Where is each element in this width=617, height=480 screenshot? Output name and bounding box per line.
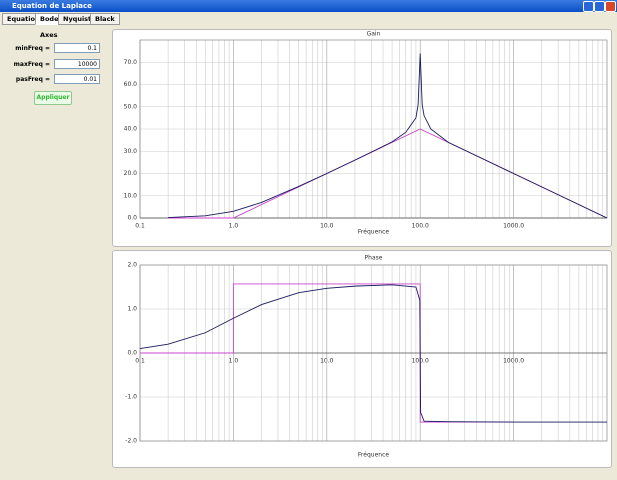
- maximize-button[interactable]: [594, 1, 605, 12]
- y-tick-label: 70.0: [124, 59, 138, 66]
- apply-button[interactable]: Appliquer: [34, 91, 72, 105]
- window-title: Equation de Laplace: [12, 2, 92, 10]
- y-tick-label: 10.0: [124, 192, 138, 199]
- text-input[interactable]: 10000: [54, 59, 100, 69]
- x-tick-label: 1.0: [229, 223, 239, 230]
- field-label: pasFreq =: [15, 76, 50, 83]
- y-tick-label: -1.0: [125, 394, 137, 401]
- y-tick-label: 60.0: [124, 81, 138, 88]
- y-tick-label: -2.0: [125, 438, 137, 445]
- chart-panel: [112, 29, 612, 247]
- x-axis-label: Fréquence: [358, 229, 389, 236]
- x-tick-label: 0.1: [135, 223, 145, 230]
- field-label: maxFreq =: [13, 61, 50, 68]
- field-label: minFreq =: [15, 45, 50, 52]
- y-tick-label: 40.0: [124, 126, 138, 133]
- tab[interactable]: Nyquist: [58, 13, 97, 25]
- y-tick-label: 1.0: [127, 306, 137, 313]
- tab[interactable]: Black: [90, 13, 120, 25]
- y-tick-label: 0.0: [127, 350, 137, 357]
- x-tick-label: 100.0: [412, 223, 429, 230]
- text-input[interactable]: 0.1: [54, 43, 100, 53]
- tab[interactable]: Equation: [2, 13, 45, 25]
- x-tick-label: 10.0: [320, 223, 334, 230]
- close-button[interactable]: [605, 1, 616, 12]
- x-tick-label: 1000.0: [503, 223, 524, 230]
- form-heading: Axes: [40, 31, 58, 39]
- y-tick-label: 30.0: [124, 148, 138, 155]
- x-axis-label: Fréquence: [358, 452, 389, 459]
- y-tick-label: 2.0: [127, 262, 137, 269]
- y-tick-label: 50.0: [124, 103, 138, 110]
- text-input[interactable]: 0.01: [54, 74, 100, 84]
- data-line: [139, 284, 607, 423]
- chart-title: Gain: [367, 31, 381, 38]
- minimize-button[interactable]: [583, 1, 594, 12]
- chart-panel: [112, 250, 612, 468]
- title-bar: Equation de Laplace: [0, 0, 617, 12]
- data-line: [140, 283, 514, 423]
- data-line: [168, 53, 608, 219]
- y-tick-label: 20.0: [124, 170, 138, 177]
- y-tick-label: 0.0: [127, 215, 137, 222]
- chart-title: Phase: [365, 255, 383, 262]
